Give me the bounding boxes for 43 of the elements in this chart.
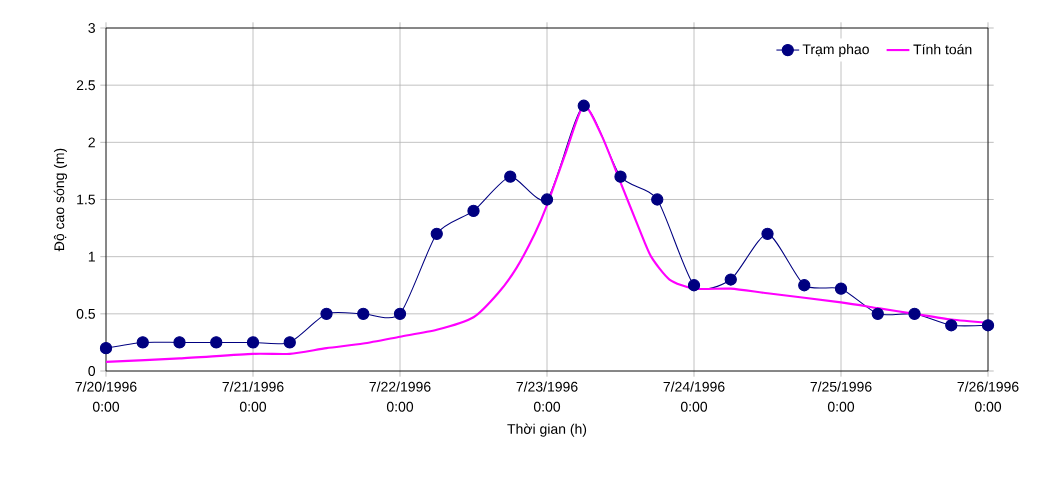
y-tick-label: 2.5 xyxy=(76,80,96,91)
point xyxy=(981,319,995,332)
y-axis-title: Độ cao sóng (m) xyxy=(53,148,67,252)
x-tick-label: 7/21/1996 0:00 xyxy=(222,381,284,412)
point xyxy=(687,279,701,292)
point xyxy=(173,336,186,349)
x-tick-label: 7/22/1996 0:00 xyxy=(369,381,431,412)
point xyxy=(430,227,443,240)
legend-label: Trạm phao xyxy=(802,43,869,58)
point xyxy=(283,336,296,349)
point xyxy=(834,282,848,295)
y-tick-label: 0.5 xyxy=(76,308,96,319)
y-tick-label: 2 xyxy=(88,137,95,148)
x-tick-label: 7/25/1996 0:00 xyxy=(810,381,872,412)
point xyxy=(724,273,737,286)
point xyxy=(540,193,554,206)
point xyxy=(504,170,517,183)
point xyxy=(577,99,590,112)
point xyxy=(945,319,958,332)
x-tick-label: 7/20/1996 0:00 xyxy=(75,381,137,412)
y-tick-label: 1.5 xyxy=(77,194,96,205)
point xyxy=(908,307,921,320)
point xyxy=(651,193,664,206)
point xyxy=(614,170,627,183)
point xyxy=(136,336,149,349)
x-axis-title: Thời gian (h) xyxy=(507,423,587,437)
legend-label: Tính toán xyxy=(913,43,972,55)
y-tick-label: 0 xyxy=(88,366,96,376)
x-tick-label: 7/23/1996 0:00 xyxy=(516,381,578,412)
y-tick-label: 3 xyxy=(88,23,95,33)
point xyxy=(210,336,223,349)
point xyxy=(246,336,260,349)
point xyxy=(320,307,333,320)
point xyxy=(99,341,113,355)
point xyxy=(798,279,811,292)
point xyxy=(761,227,774,240)
point xyxy=(393,307,407,320)
point xyxy=(871,307,884,320)
x-tick-label: 7/24/1996 0:00 xyxy=(663,381,725,412)
x-tick-label: 7/26/1996 0:00 xyxy=(957,381,1019,412)
y-tick-label: 1 xyxy=(88,251,95,262)
point xyxy=(467,204,480,218)
point xyxy=(357,307,370,320)
